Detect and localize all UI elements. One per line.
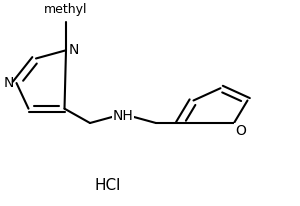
Text: N: N	[69, 43, 80, 57]
Text: N: N	[4, 76, 14, 90]
Text: HCl: HCl	[95, 178, 121, 193]
Text: methyl: methyl	[44, 4, 88, 16]
Text: NH: NH	[112, 109, 134, 123]
Text: O: O	[236, 124, 246, 138]
